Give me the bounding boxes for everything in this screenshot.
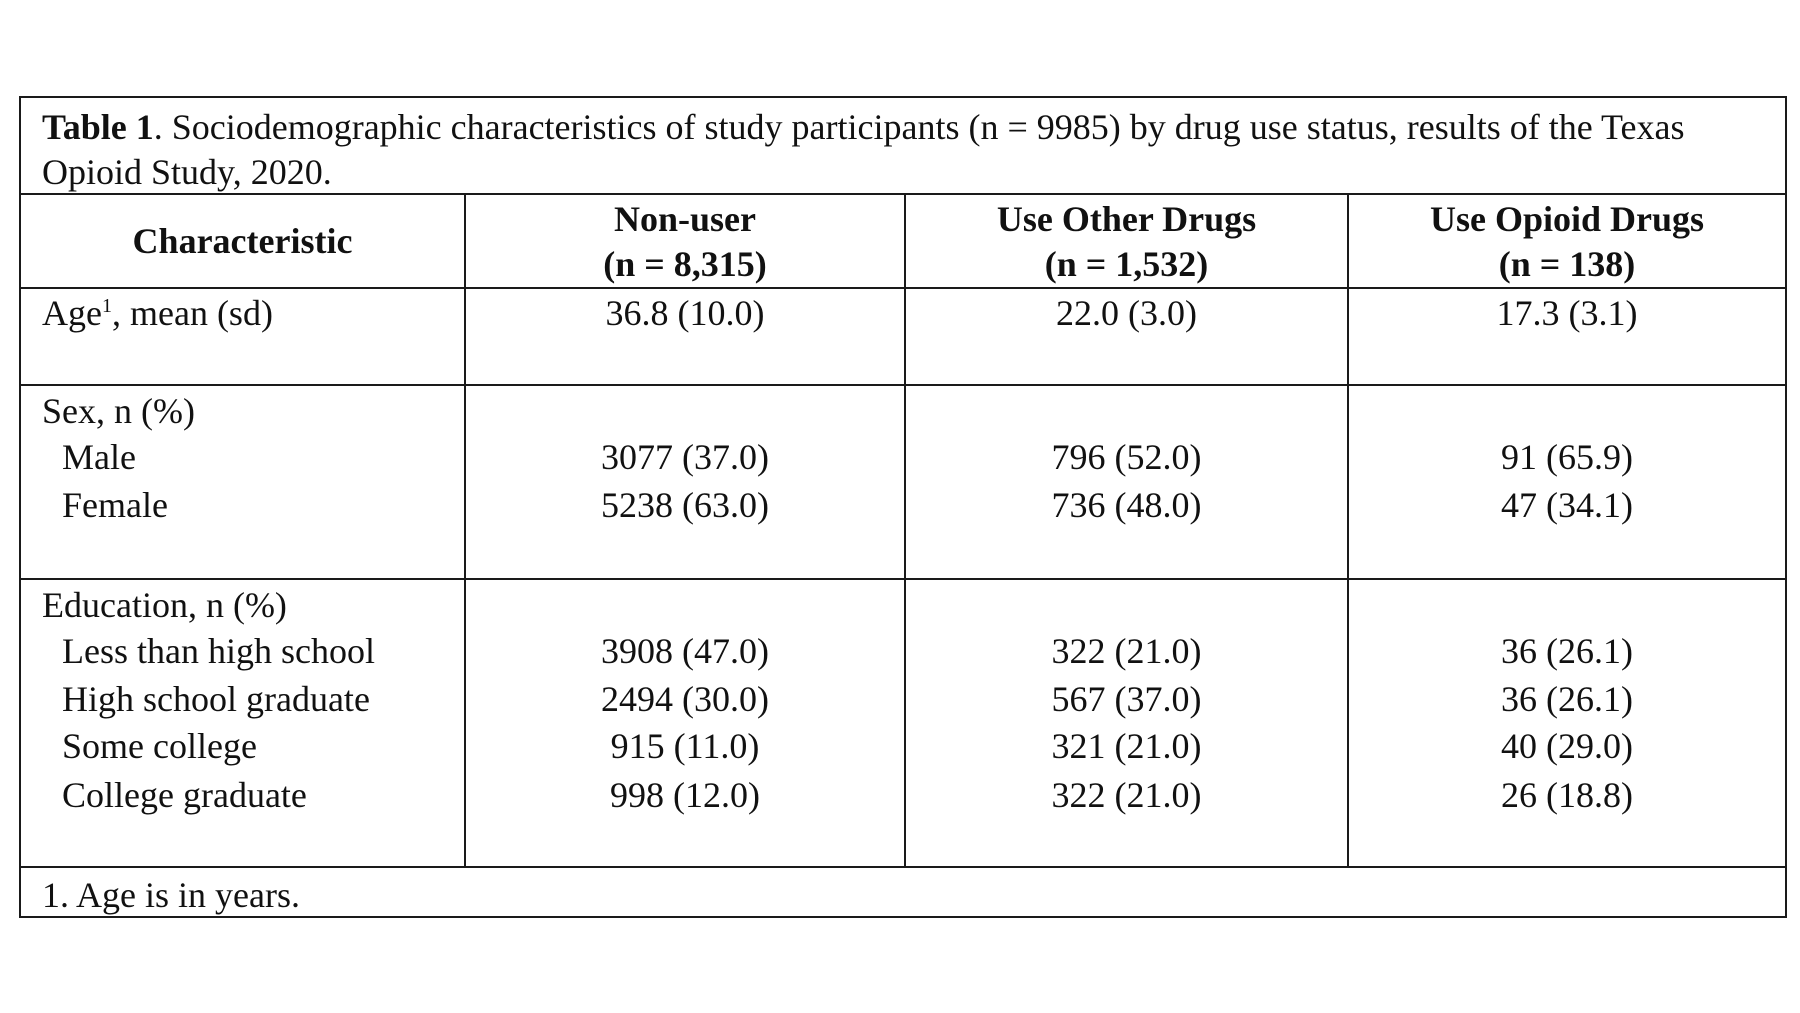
header-use-opioid-drugs: Use Opioid Drugs — [1429, 199, 1705, 239]
table-cell: 322 (21.0) — [1051, 775, 1202, 815]
table-cell: 91 (65.9) — [1501, 437, 1633, 477]
table-cell: 796 (52.0) — [1051, 437, 1202, 477]
table-cell: 5238 (63.0) — [601, 485, 769, 525]
table-cell: 321 (21.0) — [1051, 726, 1202, 766]
table-cell: 3908 (47.0) — [601, 631, 769, 671]
table-cell: 22.0 (3.0) — [1056, 293, 1197, 333]
column-divider — [1347, 195, 1349, 868]
table-cell: 26 (18.8) — [1501, 775, 1633, 815]
table-cell: 3077 (37.0) — [601, 437, 769, 477]
row-divider — [21, 384, 1785, 386]
row-divider — [21, 866, 1785, 868]
header-use-opioid-drugs-n: (n = 138) — [1498, 244, 1636, 284]
table-caption-label: Table 1 — [42, 107, 154, 147]
header-divider — [21, 287, 1785, 289]
table-cell: 36 (26.1) — [1501, 679, 1633, 719]
row-divider — [21, 578, 1785, 580]
table-cell: 322 (21.0) — [1051, 631, 1202, 671]
row-label-college-graduate: College graduate — [62, 775, 307, 815]
age-label-text: Age — [42, 293, 102, 333]
table-cell: 36 (26.1) — [1501, 631, 1633, 671]
table-cell: 567 (37.0) — [1051, 679, 1202, 719]
row-label-female: Female — [62, 485, 168, 525]
row-label-age: Age1, mean (sd) — [42, 291, 273, 336]
table-cell: 736 (48.0) — [1051, 485, 1202, 525]
column-divider — [904, 195, 906, 868]
table-footnote: 1. Age is in years. — [42, 875, 300, 915]
header-characteristic: Characteristic — [132, 221, 353, 261]
header-use-other-drugs-n: (n = 1,532) — [1044, 244, 1209, 284]
table-grid: Characteristic Non-user (n = 8,315) Use … — [21, 195, 1785, 868]
table-cell: 40 (29.0) — [1501, 726, 1633, 766]
row-label-high-school-graduate: High school graduate — [62, 679, 370, 719]
table-cell: 17.3 (3.1) — [1496, 293, 1638, 333]
header-use-other-drugs: Use Other Drugs — [996, 199, 1257, 239]
section-label-education: Education, n (%) — [42, 585, 287, 625]
table-cell: 915 (11.0) — [610, 726, 760, 766]
table-caption-text: . Sociodemographic characteristics of st… — [42, 107, 1685, 192]
row-label-male: Male — [62, 437, 136, 477]
row-label-less-than-high-school: Less than high school — [62, 631, 375, 671]
table-cell: 998 (12.0) — [610, 775, 760, 815]
section-label-sex: Sex, n (%) — [42, 391, 195, 431]
table-cell: 47 (34.1) — [1501, 485, 1633, 525]
data-table: Table 1. Sociodemographic characteristic… — [19, 96, 1787, 918]
column-divider — [464, 195, 466, 868]
table-cell: 2494 (30.0) — [601, 679, 769, 719]
table-caption: Table 1. Sociodemographic characteristic… — [21, 98, 1785, 195]
age-footnote-marker: 1 — [101, 295, 112, 317]
row-label-some-college: Some college — [62, 726, 257, 766]
header-non-user: Non-user — [614, 199, 756, 239]
table-cell: 36.8 (10.0) — [605, 293, 765, 333]
header-non-user-n: (n = 8,315) — [603, 244, 767, 284]
age-label-suffix: , mean (sd) — [111, 293, 273, 333]
